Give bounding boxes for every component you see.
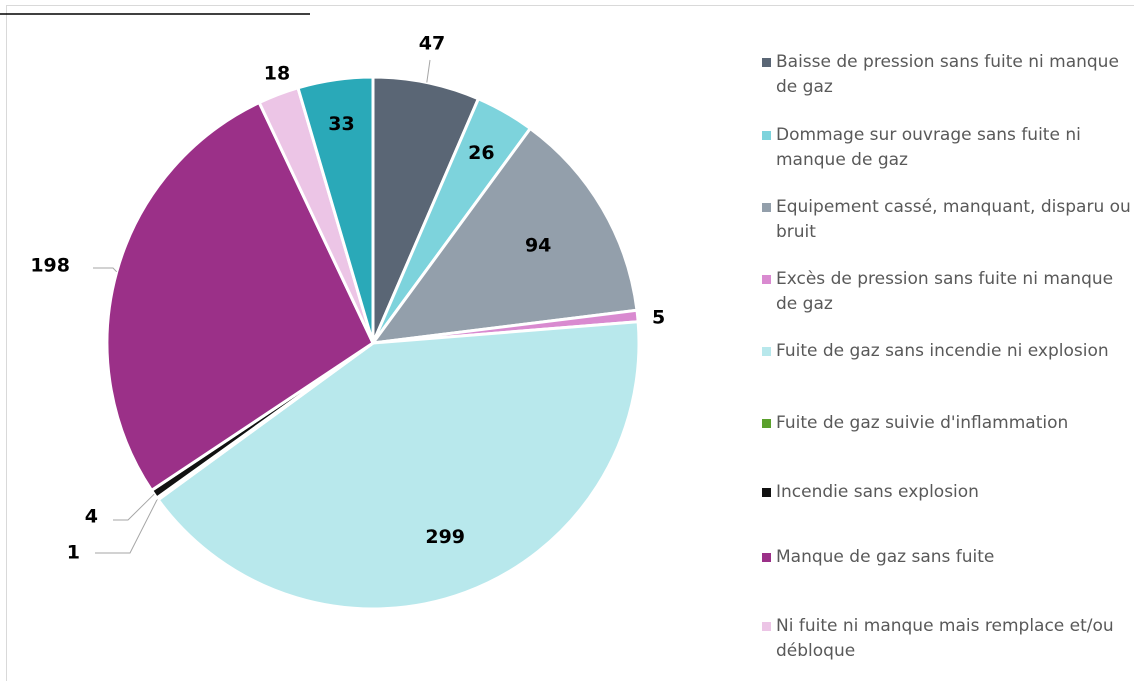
frame bbox=[6, 5, 1134, 681]
legend-item: Dommage sur ouvrage sans fuite ni manque… bbox=[762, 123, 1134, 173]
data-label: 4 bbox=[85, 506, 98, 528]
legend-item: Fuite de gaz sans incendie ni explosion bbox=[762, 339, 1134, 364]
leader-line bbox=[95, 498, 158, 554]
legend-swatch bbox=[762, 347, 771, 356]
legend-swatch bbox=[762, 553, 771, 562]
legend-swatch bbox=[762, 419, 771, 428]
legend-label: Excès de pression sans fuite ni manque d… bbox=[776, 269, 1114, 314]
legend-item: Fuite de gaz suivie d'inflammation bbox=[762, 411, 1134, 436]
legend-label: Manque de gaz sans fuite bbox=[776, 547, 995, 567]
pie-slice bbox=[156, 320, 641, 611]
data-label: 94 bbox=[525, 235, 551, 257]
data-label: 26 bbox=[468, 142, 494, 164]
legend-label: Incendie sans explosion bbox=[776, 482, 979, 502]
data-label: 299 bbox=[425, 526, 465, 548]
legend-swatch bbox=[762, 58, 771, 67]
legend-swatch bbox=[762, 622, 771, 631]
legend-swatch bbox=[762, 275, 771, 284]
legend-label: Dommage sur ouvrage sans fuite ni manque… bbox=[776, 125, 1081, 170]
legend-item: Incendie sans explosion bbox=[762, 480, 1134, 505]
data-label: 33 bbox=[328, 113, 354, 135]
data-label: 5 bbox=[652, 307, 665, 329]
legend-item: Baisse de pression sans fuite ni manque … bbox=[762, 50, 1134, 100]
legend-label: Ni fuite ni manque mais remplace et/ou d… bbox=[776, 616, 1114, 661]
pie-slice bbox=[369, 126, 639, 345]
leader-line bbox=[93, 267, 118, 273]
legend-swatch bbox=[762, 488, 771, 497]
legend-item: Excès de pression sans fuite ni manque d… bbox=[762, 267, 1134, 317]
legend-label: Baisse de pression sans fuite ni manque … bbox=[776, 52, 1119, 97]
legend-swatch bbox=[762, 203, 771, 212]
legend-label: Fuite de gaz suivie d'inflammation bbox=[776, 413, 1069, 433]
pie-slice bbox=[296, 75, 375, 344]
data-label: 18 bbox=[264, 63, 290, 85]
leader-line bbox=[426, 59, 431, 83]
legend-item: Equipement cassé, manquant, disparu ou b… bbox=[762, 195, 1134, 245]
data-label: 198 bbox=[30, 255, 70, 277]
legend-item: Ni fuite ni manque mais remplace et/ou d… bbox=[762, 614, 1134, 664]
legend-label: Equipement cassé, manquant, disparu ou b… bbox=[776, 197, 1131, 242]
data-label: 1 bbox=[67, 542, 80, 564]
legend-label: Fuite de gaz sans incendie ni explosion bbox=[776, 341, 1109, 361]
legend-swatch bbox=[762, 131, 771, 140]
legend-item: Manque de gaz sans fuite bbox=[762, 545, 1134, 570]
data-label: 47 bbox=[419, 33, 445, 55]
leader-line bbox=[113, 493, 155, 521]
